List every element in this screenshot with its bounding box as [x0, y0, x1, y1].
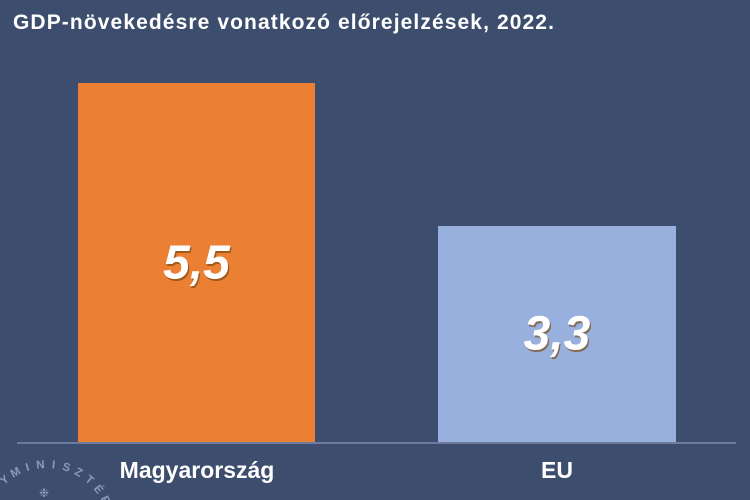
svg-text:I: I — [51, 459, 55, 471]
svg-text:Y: Y — [0, 473, 12, 487]
svg-text:G: G — [0, 482, 4, 497]
svg-text:❉: ❉ — [39, 486, 49, 500]
svg-text:I: I — [24, 462, 31, 474]
svg-text:R: R — [98, 494, 113, 500]
svg-text:N: N — [36, 459, 45, 472]
svg-text:S: S — [61, 461, 72, 475]
svg-text:É: É — [91, 482, 106, 496]
svg-text:M: M — [9, 465, 23, 480]
